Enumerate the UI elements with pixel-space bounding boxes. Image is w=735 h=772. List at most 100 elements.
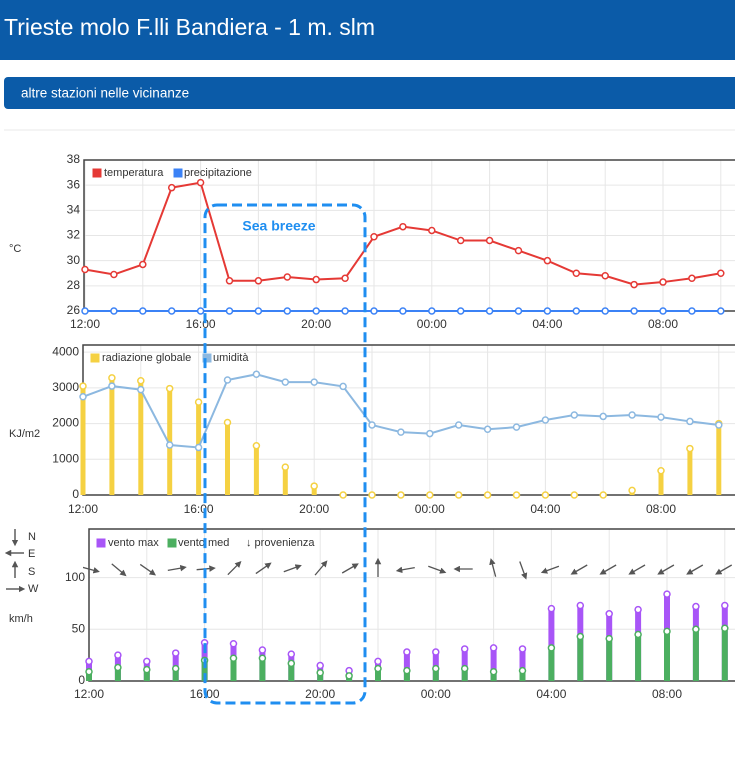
bar bbox=[519, 670, 526, 681]
wind-arrow bbox=[428, 565, 447, 574]
bar-marker bbox=[339, 491, 347, 499]
plot bbox=[81, 178, 725, 315]
point-marker bbox=[167, 307, 176, 315]
wind-arrow bbox=[83, 566, 100, 574]
dir-n: N bbox=[28, 531, 36, 543]
legend-swatch bbox=[172, 167, 184, 179]
wind-arrow bbox=[283, 564, 302, 573]
bar-marker bbox=[576, 632, 585, 641]
bar-marker bbox=[345, 672, 353, 680]
point-marker bbox=[139, 260, 147, 269]
bar-marker bbox=[657, 466, 665, 475]
point-marker bbox=[541, 416, 550, 424]
bar bbox=[317, 672, 324, 681]
point-marker bbox=[512, 423, 521, 431]
bar-marker bbox=[85, 657, 93, 666]
point-marker bbox=[630, 307, 638, 315]
bar-marker bbox=[229, 640, 238, 648]
nearby-button[interactable] bbox=[4, 77, 735, 109]
wind-arrow bbox=[540, 565, 560, 574]
point-marker bbox=[572, 269, 581, 277]
x-tick-label: 16:00 bbox=[186, 317, 216, 331]
legend-label: ↓ provenienza bbox=[246, 537, 315, 549]
x-tick-label: 08:00 bbox=[646, 502, 676, 516]
bar bbox=[519, 648, 526, 681]
point-marker bbox=[194, 443, 203, 452]
bar-marker bbox=[432, 648, 440, 656]
bar-marker bbox=[143, 657, 151, 666]
point-marker bbox=[252, 370, 261, 379]
point-marker bbox=[715, 421, 723, 429]
wind-arrow bbox=[628, 564, 646, 575]
bar-marker bbox=[252, 441, 261, 450]
y-tick-label: 30 bbox=[67, 253, 81, 267]
nearby-button-label[interactable]: altre stazioni nelle vicinanze bbox=[21, 86, 189, 101]
wind-arrow bbox=[570, 564, 588, 575]
wind-arrow bbox=[111, 563, 127, 577]
point-marker bbox=[399, 307, 407, 315]
bar bbox=[721, 628, 728, 681]
point-marker bbox=[717, 269, 725, 277]
bar-marker bbox=[547, 644, 556, 652]
legend-swatch bbox=[201, 352, 213, 364]
x-tick-label: 12:00 bbox=[74, 687, 104, 701]
point-marker bbox=[254, 307, 263, 315]
bar bbox=[716, 423, 722, 495]
bar-marker bbox=[489, 644, 498, 652]
bar-marker bbox=[374, 657, 382, 666]
point-marker bbox=[137, 385, 145, 394]
series-line bbox=[82, 373, 719, 449]
bar-marker bbox=[403, 648, 411, 656]
point-marker bbox=[686, 417, 694, 426]
point-marker bbox=[283, 307, 292, 315]
legend-label: vento max bbox=[108, 537, 159, 549]
point-marker bbox=[657, 413, 665, 421]
point-marker bbox=[572, 307, 581, 315]
bar-marker bbox=[316, 668, 324, 677]
point-marker bbox=[601, 272, 609, 280]
point-marker bbox=[370, 233, 378, 241]
point-marker bbox=[81, 265, 89, 274]
bar bbox=[114, 667, 121, 681]
bar-marker bbox=[605, 610, 613, 618]
point-marker bbox=[110, 307, 118, 315]
sea-breeze-label: Sea breeze bbox=[242, 218, 315, 234]
x-tick-label: 00:00 bbox=[421, 687, 451, 701]
wind-arrow bbox=[686, 564, 704, 575]
point-marker bbox=[223, 376, 232, 384]
bar-marker bbox=[258, 646, 267, 654]
legend-label: radiazione globale bbox=[102, 352, 191, 364]
plot bbox=[79, 370, 723, 499]
wind-arrow bbox=[599, 564, 617, 575]
bar-marker bbox=[287, 659, 296, 668]
bar-marker bbox=[171, 664, 180, 673]
bar-marker bbox=[281, 463, 290, 471]
bar-marker bbox=[605, 634, 613, 643]
point-marker bbox=[601, 307, 609, 315]
y-tick-label: 0 bbox=[78, 673, 85, 687]
bar-marker bbox=[374, 664, 382, 673]
y-tick-label: 38 bbox=[67, 152, 81, 166]
point-marker bbox=[456, 236, 465, 245]
point-marker bbox=[688, 274, 696, 283]
point-marker bbox=[312, 275, 320, 284]
bar-marker bbox=[171, 649, 180, 657]
point-marker bbox=[397, 428, 405, 436]
point-marker bbox=[456, 307, 465, 315]
point-marker bbox=[283, 273, 292, 281]
y-axis-label: °C bbox=[9, 243, 21, 255]
bar-marker bbox=[489, 667, 498, 676]
bar bbox=[461, 668, 468, 681]
bar-marker bbox=[541, 491, 550, 499]
bar bbox=[201, 660, 208, 681]
bar-marker bbox=[634, 605, 642, 614]
x-tick-label: 04:00 bbox=[530, 502, 560, 516]
bar-marker bbox=[570, 491, 579, 499]
y-tick-label: 0 bbox=[72, 487, 79, 501]
wind-arrow bbox=[227, 561, 242, 576]
bar-marker bbox=[287, 650, 296, 658]
bar-marker bbox=[223, 418, 232, 427]
bar bbox=[86, 671, 92, 681]
bar bbox=[311, 486, 317, 495]
point-marker bbox=[281, 378, 290, 386]
